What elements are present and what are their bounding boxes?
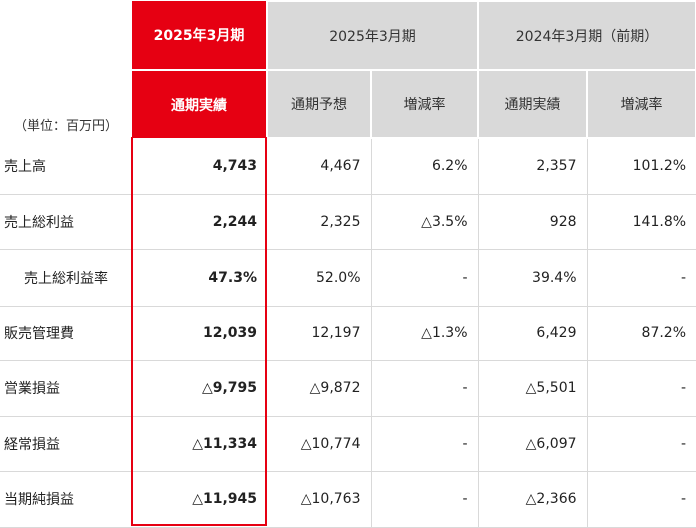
cell-2025-actual: 47.3%: [131, 249, 267, 307]
cell-2025-actual: 12,039: [131, 306, 267, 361]
cell-2024-actual: △2,366: [477, 471, 588, 528]
cell-2025-forecast: 4,467: [267, 138, 371, 195]
cell-2024-actual: △5,501: [477, 360, 588, 417]
cell-change-vs-forecast: 6.2%: [370, 138, 479, 195]
header-group-2024-prior: 2024年3月期（前期）: [477, 0, 696, 71]
cell-2025-actual: △11,334: [131, 416, 267, 472]
table-row-ordinary-income: 経常損益 △11,334 △10,774 - △6,097 -: [0, 416, 696, 472]
header-change-yoy: 増減率: [586, 69, 696, 139]
row-label: 売上総利益: [0, 194, 131, 250]
table-row-gross-profit: 売上総利益 2,244 2,325 △3.5% 928 141.8%: [0, 194, 696, 250]
row-label: 経常損益: [0, 416, 131, 472]
cell-change-yoy: -: [586, 249, 696, 307]
cell-change-yoy: 101.2%: [586, 138, 696, 195]
row-label: 売上高: [0, 138, 131, 195]
row-label: 売上総利益率: [0, 249, 131, 307]
cell-change-vs-forecast: -: [370, 416, 479, 472]
header-row-groups: （単位：百万円） 2025年3月期 2025年3月期 2024年3月期（前期）: [0, 0, 696, 134]
cell-2025-actual: 4,743: [131, 138, 267, 195]
cell-change-yoy: -: [586, 471, 696, 528]
header-change-vs-forecast: 増減率: [369, 69, 480, 139]
table-row-net-sales: 売上高 4,743 4,467 6.2% 2,357 101.2%: [0, 138, 696, 195]
unit-label: （単位：百万円）: [14, 119, 119, 134]
cell-change-vs-forecast: △3.5%: [370, 194, 479, 250]
cell-2024-actual: 6,429: [477, 306, 588, 361]
cell-2025-forecast: 12,197: [267, 306, 371, 361]
header-2025-actual: 通期実績: [130, 70, 268, 138]
cell-2024-actual: 928: [477, 194, 588, 250]
header-group-2025: 2025年3月期: [265, 0, 480, 71]
table-row-net-income: 当期純損益 △11,945 △10,763 - △2,366 -: [0, 471, 696, 528]
row-label: 営業損益: [0, 360, 131, 417]
cell-2025-forecast: △10,763: [267, 471, 371, 528]
cell-2025-forecast: △9,872: [267, 360, 371, 417]
header-2024-actual: 通期実績: [477, 69, 589, 139]
cell-2025-forecast: 2,325: [267, 194, 371, 250]
row-label: 当期純損益: [0, 471, 131, 528]
cell-change-yoy: 87.2%: [586, 306, 696, 361]
header-group-2025-actual: 2025年3月期: [130, 1, 268, 71]
table-row-sga: 販売管理費 12,039 12,197 △1.3% 6,429 87.2%: [0, 306, 696, 361]
cell-2024-actual: 2,357: [477, 138, 588, 195]
cell-2024-actual: 39.4%: [477, 249, 588, 307]
cell-change-vs-forecast: -: [370, 471, 479, 528]
cell-2025-actual: △11,945: [131, 471, 267, 528]
cell-2025-forecast: △10,774: [267, 416, 371, 472]
table-row-operating-income: 営業損益 △9,795 △9,872 - △5,501 -: [0, 360, 696, 417]
cell-2025-actual: △9,795: [131, 360, 267, 417]
table-row-gross-margin: 売上総利益率 47.3% 52.0% - 39.4% -: [0, 249, 696, 307]
cell-2025-actual: 2,244: [131, 194, 267, 250]
header-2025-forecast: 通期予想: [266, 69, 372, 139]
row-label: 販売管理費: [0, 306, 131, 361]
cell-change-vs-forecast: -: [370, 249, 479, 307]
cell-2024-actual: △6,097: [477, 416, 588, 472]
cell-change-yoy: -: [586, 360, 696, 417]
cell-2025-forecast: 52.0%: [267, 249, 371, 307]
cell-change-yoy: -: [586, 416, 696, 472]
cell-change-vs-forecast: -: [370, 360, 479, 417]
cell-change-vs-forecast: △1.3%: [370, 306, 479, 361]
cell-change-yoy: 141.8%: [586, 194, 696, 250]
header-row-subcolumns: 通期実績 通期予想 増減率 通期実績 増減率: [0, 69, 696, 139]
